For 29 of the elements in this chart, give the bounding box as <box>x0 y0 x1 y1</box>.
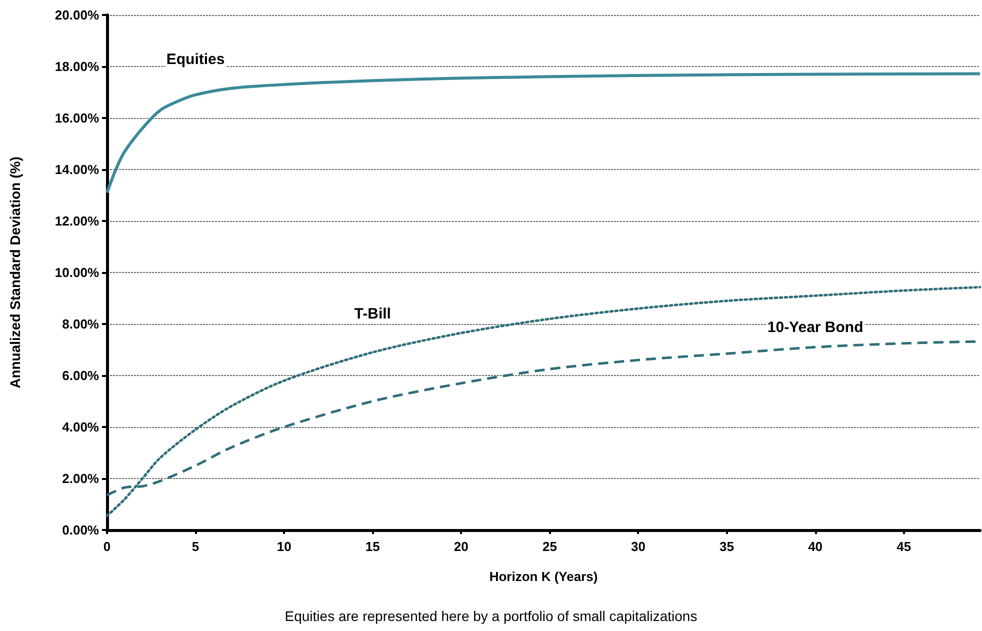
y-tick-label: 14.00% <box>54 162 100 177</box>
x-tick-label: 40 <box>808 539 823 554</box>
series-label: T-Bill <box>354 305 391 322</box>
x-tick-label: 10 <box>276 539 292 554</box>
text: Equities are represented here by a portfolio of small capitalizations <box>284 608 698 624</box>
y-tick-label: 8.00% <box>62 316 100 332</box>
y-tick-label: 10.00% <box>54 265 100 280</box>
x-tick-label: 0 <box>103 539 111 554</box>
y-tick-label: 4.00% <box>62 420 100 434</box>
x-tick-label: 20 <box>454 539 468 554</box>
x-tick-label: 30 <box>631 539 646 554</box>
x-tick-label: 5 <box>192 539 200 554</box>
series-label: Equities <box>166 50 225 68</box>
line-series <box>106 72 982 194</box>
x-tick-label: 25 <box>542 539 557 554</box>
x-axis-title: Horizon K (Years) <box>489 569 598 584</box>
x-tick-label: 45 <box>896 539 912 554</box>
y-axis-title: Annualized Standard Deviation (%) <box>7 156 23 388</box>
y-tick-label: 18.00% <box>54 59 100 74</box>
line-series <box>106 286 982 518</box>
y-tick-label: 12.00% <box>54 214 100 228</box>
y-tick-label: 6.00% <box>62 368 100 383</box>
y-tick-label: 16.00% <box>54 110 100 126</box>
x-tick-label: 35 <box>720 539 734 554</box>
x-tick-label: 15 <box>365 539 380 554</box>
y-tick-label: 20.00% <box>54 8 100 22</box>
series-label: 10-Year Bond <box>767 319 864 336</box>
y-tick-label: 2.00% <box>62 471 100 486</box>
y-tick-label: 0.00% <box>62 522 100 538</box>
